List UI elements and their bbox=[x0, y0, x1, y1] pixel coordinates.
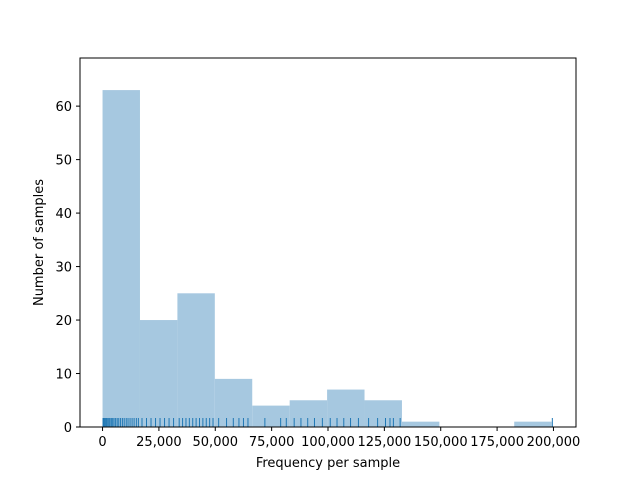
x-tick-label-5: 125,000 bbox=[357, 435, 411, 450]
histogram-bar-8 bbox=[401, 421, 440, 427]
x-tick-label-2: 50,000 bbox=[193, 435, 239, 450]
rug-marks bbox=[102, 418, 553, 427]
x-tick-label-3: 75,000 bbox=[249, 435, 295, 450]
x-tick-label-6: 150,000 bbox=[414, 435, 468, 450]
x-tick-label-1: 25,000 bbox=[136, 435, 182, 450]
x-tick-label-0: 0 bbox=[98, 435, 106, 450]
histogram-bar-1 bbox=[139, 320, 178, 427]
y-tick-label-1: 10 bbox=[55, 368, 72, 383]
x-tick-label-8: 200,000 bbox=[527, 435, 581, 450]
y-tick-label-6: 60 bbox=[55, 100, 72, 115]
y-tick-label-5: 50 bbox=[55, 154, 72, 169]
x-tick-label-4: 100,000 bbox=[301, 435, 355, 450]
y-axis-label: Number of samples bbox=[32, 179, 47, 306]
histogram-bar-0 bbox=[102, 90, 140, 427]
histogram-bar-5 bbox=[289, 400, 328, 427]
y-axis-ticks: 0 10 20 30 40 50 60 bbox=[55, 100, 80, 436]
x-tick-label-7: 175,000 bbox=[470, 435, 524, 450]
x-axis-label: Frequency per sample bbox=[256, 456, 400, 471]
histogram-bar-2 bbox=[177, 293, 215, 427]
x-axis-ticks: 0 25,000 50,000 75,000 100,000 125,000 150,000… bbox=[98, 427, 580, 450]
histogram-bar-4 bbox=[252, 405, 290, 427]
y-tick-label-2: 20 bbox=[55, 314, 72, 329]
histogram-bar-7 bbox=[364, 400, 402, 427]
y-tick-label-0: 0 bbox=[64, 421, 72, 436]
y-tick-label-4: 40 bbox=[55, 207, 72, 222]
y-tick-label-3: 30 bbox=[55, 261, 72, 276]
histogram-bar-11 bbox=[514, 421, 552, 427]
